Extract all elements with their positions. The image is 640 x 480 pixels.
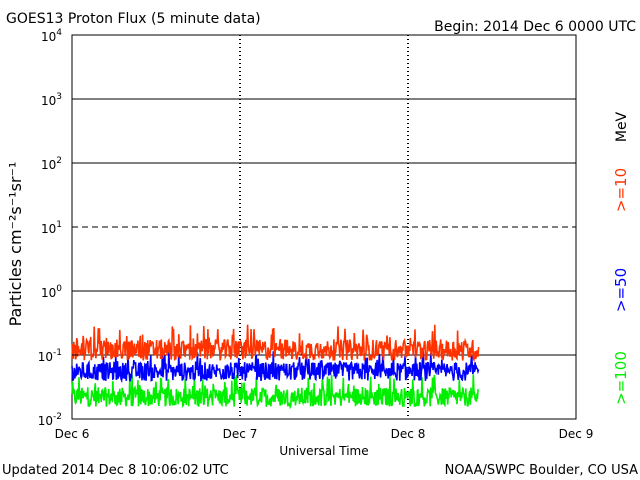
y-tick: 104 xyxy=(41,28,78,44)
y-tick: 102 xyxy=(41,156,78,172)
credit-text: NOAA/SWPC Boulder, CO USA xyxy=(445,463,638,478)
legend-series-label: >=10 xyxy=(612,168,630,212)
series-layer xyxy=(71,324,480,410)
chart-title: GOES13 Proton Flux (5 minute data) xyxy=(6,11,261,27)
legend-series-label: >=50 xyxy=(612,268,630,312)
x-tick-labels: Dec 6 Dec 7 Dec 8 Dec 9 xyxy=(55,427,594,441)
series-line xyxy=(71,350,480,384)
legend-series-label: >=100 xyxy=(612,351,630,405)
x-tick-label: Dec 9 xyxy=(559,427,594,441)
y-tick: 103 xyxy=(41,92,78,108)
y-tick-labels: 10-2 10-1 100 101 102 103 104 xyxy=(38,28,78,428)
y-tick-label: 102 xyxy=(41,156,62,172)
series-line xyxy=(71,324,480,363)
x-tick-label: Dec 8 xyxy=(391,427,426,441)
y-axis-label: Particles cm⁻²s⁻¹sr⁻¹ xyxy=(6,162,25,327)
series-line xyxy=(71,374,480,410)
y-tick: 101 xyxy=(41,220,78,236)
unit-label: MeV xyxy=(614,111,630,142)
y-tick-label: 10-1 xyxy=(38,348,62,364)
y-tick-label: 10-2 xyxy=(38,412,62,428)
y-tick-label: 100 xyxy=(41,284,62,300)
y-tick: 10-1 xyxy=(38,348,78,364)
x-axis-label: Universal Time xyxy=(279,444,368,458)
grid-lines xyxy=(72,35,576,419)
updated-timestamp: Updated 2014 Dec 8 10:06:02 UTC xyxy=(2,463,229,478)
y-tick-label: 101 xyxy=(41,220,62,236)
begin-date: Begin: 2014 Dec 6 0000 UTC xyxy=(434,19,636,35)
energy-legend: >=10 >=50 >=100 xyxy=(612,168,630,405)
y-tick-label: 104 xyxy=(41,28,62,44)
y-tick: 10-2 xyxy=(38,412,78,428)
x-tick-label: Dec 6 xyxy=(55,427,90,441)
y-tick: 100 xyxy=(41,284,78,300)
x-tick-label: Dec 7 xyxy=(223,427,258,441)
y-tick-label: 103 xyxy=(41,92,62,108)
